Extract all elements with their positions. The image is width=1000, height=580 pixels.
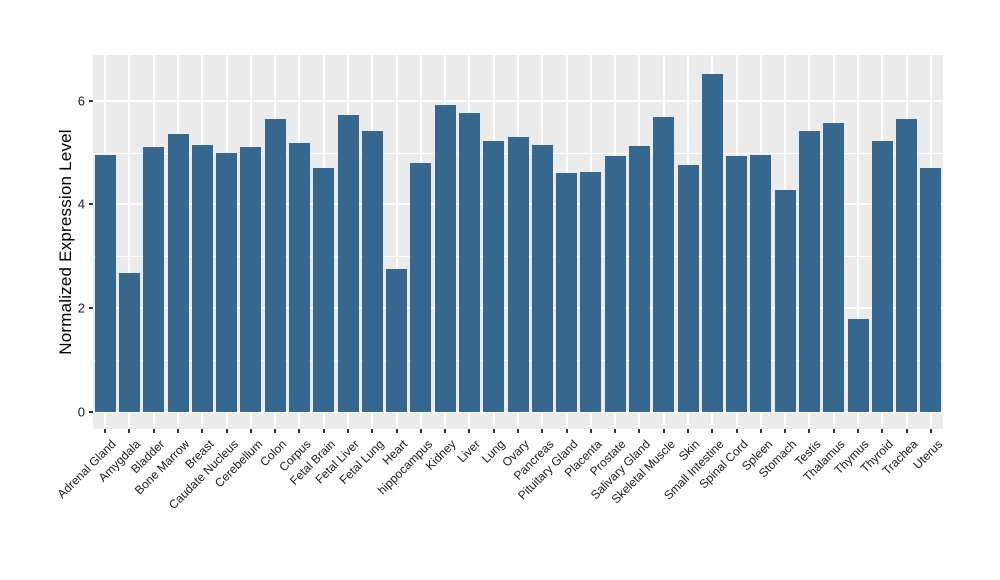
y-tick-mark: [89, 203, 93, 206]
bar: [604, 156, 626, 412]
x-tick-mark: [444, 429, 447, 433]
bar: [288, 143, 310, 412]
x-tick-mark: [662, 429, 665, 433]
x-tick-mark: [832, 429, 835, 433]
y-tick-mark: [89, 410, 93, 413]
bar: [191, 145, 213, 412]
y-tick-label: 0: [77, 404, 85, 420]
x-tick-mark: [177, 429, 179, 433]
x-tick-mark: [274, 429, 277, 433]
x-tick-mark: [152, 429, 155, 433]
bar: [701, 73, 723, 412]
x-tick-mark: [468, 429, 471, 433]
x-tick-mark: [759, 429, 762, 433]
x-tick-mark: [929, 429, 932, 433]
bar: [337, 115, 359, 412]
x-axis-label: Liver: [455, 437, 484, 466]
x-tick-mark: [687, 429, 689, 433]
x-tick-mark: [104, 429, 107, 433]
x-tick-mark: [201, 429, 204, 433]
x-tick-mark: [128, 429, 131, 433]
bar: [556, 172, 578, 412]
bar: [94, 155, 116, 412]
x-tick-mark: [614, 429, 617, 433]
bar: [896, 118, 918, 412]
x-tick-mark: [225, 429, 228, 433]
vertical-gridline: [128, 55, 131, 429]
bar: [143, 147, 165, 412]
y-tick-mark: [89, 307, 93, 309]
bar: [531, 145, 553, 412]
bar: [264, 119, 286, 412]
major-gridline: [93, 99, 943, 102]
x-tick-mark: [541, 429, 544, 433]
bar: [216, 153, 238, 412]
bar: [386, 269, 408, 412]
bar: [847, 318, 869, 412]
bar: [677, 164, 699, 412]
x-tick-mark: [298, 429, 301, 433]
x-tick-mark: [395, 429, 398, 433]
vertical-gridline: [395, 55, 398, 429]
x-tick-mark: [347, 429, 349, 433]
x-tick-mark: [419, 429, 422, 433]
y-tick-label: 2: [77, 300, 85, 316]
x-tick-mark: [711, 429, 714, 433]
x-tick-mark: [517, 429, 519, 433]
bar: [726, 156, 748, 412]
x-tick-mark: [492, 429, 495, 433]
bar: [240, 147, 262, 412]
bar: [653, 117, 675, 412]
x-tick-mark: [857, 429, 859, 433]
major-gridline: [93, 410, 943, 413]
bar: [118, 273, 140, 412]
vertical-gridline: [857, 55, 859, 429]
y-tick-mark: [89, 99, 93, 102]
bar: [410, 162, 432, 412]
bar: [628, 145, 650, 412]
bar: [313, 167, 335, 412]
bar: [871, 141, 893, 412]
bar: [580, 172, 602, 412]
x-tick-mark: [808, 429, 811, 433]
x-tick-mark: [322, 429, 325, 433]
y-axis-title: Normalized Expression Level: [56, 129, 75, 355]
bar: [774, 189, 796, 412]
y-tick-label: 4: [77, 196, 85, 212]
x-tick-mark: [638, 429, 641, 433]
bar: [167, 133, 189, 412]
x-tick-mark: [565, 429, 568, 433]
x-tick-mark: [784, 429, 787, 433]
bar: [823, 122, 845, 412]
bar: [483, 141, 505, 412]
bar: [798, 131, 820, 412]
x-tick-mark: [905, 429, 908, 433]
x-tick-mark: [881, 429, 884, 433]
bar: [361, 131, 383, 412]
bar: [507, 136, 529, 412]
x-tick-mark: [371, 429, 374, 433]
bar: [920, 168, 942, 412]
bar: [750, 154, 772, 412]
x-tick-mark: [735, 429, 738, 433]
bar: [434, 104, 456, 412]
plot-panel: [93, 55, 943, 429]
bar: [458, 112, 480, 412]
y-tick-label: 6: [77, 93, 85, 109]
x-tick-mark: [249, 429, 252, 433]
x-tick-mark: [589, 429, 592, 433]
